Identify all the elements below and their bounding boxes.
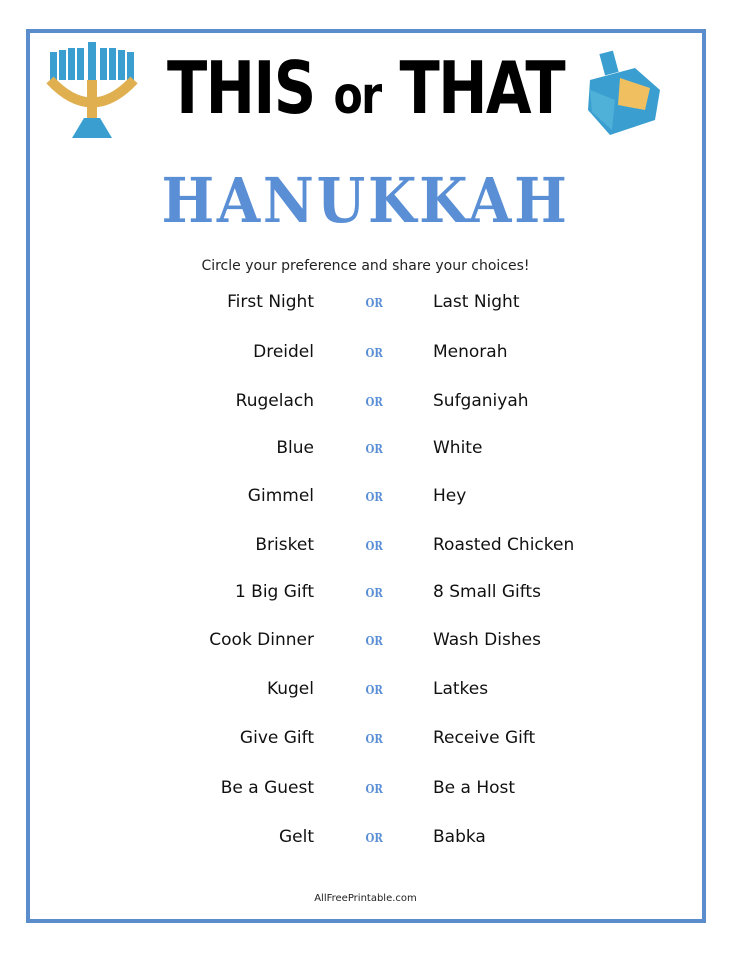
choice-that[interactable]: Babka (433, 827, 486, 847)
choice-this[interactable]: First Night (227, 292, 314, 312)
choice-row: Kugel OR Latkes (0, 679, 731, 703)
or-separator: OR (365, 683, 383, 697)
or-separator: OR (365, 395, 383, 409)
or-separator: OR (365, 831, 383, 845)
choice-that[interactable]: Wash Dishes (433, 630, 541, 650)
footer-credit: AllFreePrintable.com (314, 893, 417, 904)
choice-that[interactable]: White (433, 438, 483, 458)
choice-this[interactable]: Be a Guest (220, 778, 314, 798)
title-that: THAT (399, 46, 565, 130)
choice-this[interactable]: Dreidel (253, 342, 314, 362)
choice-row: Brisket OR Roasted Chicken (0, 535, 731, 559)
choice-that[interactable]: Hey (433, 486, 467, 506)
or-separator: OR (365, 296, 383, 310)
dreidel-icon (588, 50, 660, 135)
choice-row: Rugelach OR Sufganiyah (0, 391, 731, 415)
choice-row: Give Gift OR Receive Gift (0, 728, 731, 752)
choice-row: 1 Big Gift OR 8 Small Gifts (0, 582, 731, 606)
title-this: THIS (166, 46, 316, 130)
or-separator: OR (365, 490, 383, 504)
choice-this[interactable]: Give Gift (239, 728, 314, 748)
or-separator: OR (365, 442, 383, 456)
holiday-heading: HANUKKAH (161, 164, 570, 237)
page-title: THIS or THAT (66, 52, 665, 124)
choice-that[interactable]: Last Night (433, 292, 520, 312)
choice-this[interactable]: Gelt (278, 827, 314, 847)
choice-row: Cook Dinner OR Wash Dishes (0, 630, 731, 654)
or-separator: OR (365, 346, 383, 360)
choice-that[interactable]: Receive Gift (433, 728, 536, 748)
choice-this[interactable]: Kugel (266, 679, 314, 699)
choice-this[interactable]: Blue (276, 438, 314, 458)
menorah-icon (46, 42, 138, 138)
choice-row: Gelt OR Babka (0, 827, 731, 851)
or-separator: OR (365, 732, 383, 746)
or-separator: OR (365, 539, 383, 553)
or-separator: OR (365, 782, 383, 796)
choice-that[interactable]: 8 Small Gifts (433, 582, 541, 602)
or-separator: OR (365, 586, 383, 600)
choice-that[interactable]: Be a Host (433, 778, 516, 798)
instructions: Circle your preference and share your ch… (201, 258, 530, 274)
choice-that[interactable]: Menorah (433, 342, 508, 362)
choice-row: First Night OR Last Night (0, 292, 731, 316)
choice-that[interactable]: Latkes (433, 679, 489, 699)
choice-that[interactable]: Roasted Chicken (433, 535, 575, 555)
choice-this[interactable]: Rugelach (235, 391, 314, 411)
choice-row: Blue OR White (0, 438, 731, 462)
choice-this[interactable]: Gimmel (247, 486, 314, 506)
choice-this[interactable]: Cook Dinner (209, 630, 314, 650)
choice-row: Dreidel OR Menorah (0, 342, 731, 366)
page-border (26, 29, 706, 923)
or-separator: OR (365, 634, 383, 648)
choice-row: Be a Guest OR Be a Host (0, 778, 731, 802)
choice-this[interactable]: Brisket (255, 535, 314, 555)
choice-this[interactable]: 1 Big Gift (234, 582, 314, 602)
choice-that[interactable]: Sufganiyah (433, 391, 529, 411)
choice-row: Gimmel OR Hey (0, 486, 731, 510)
title-or: or (333, 66, 383, 126)
